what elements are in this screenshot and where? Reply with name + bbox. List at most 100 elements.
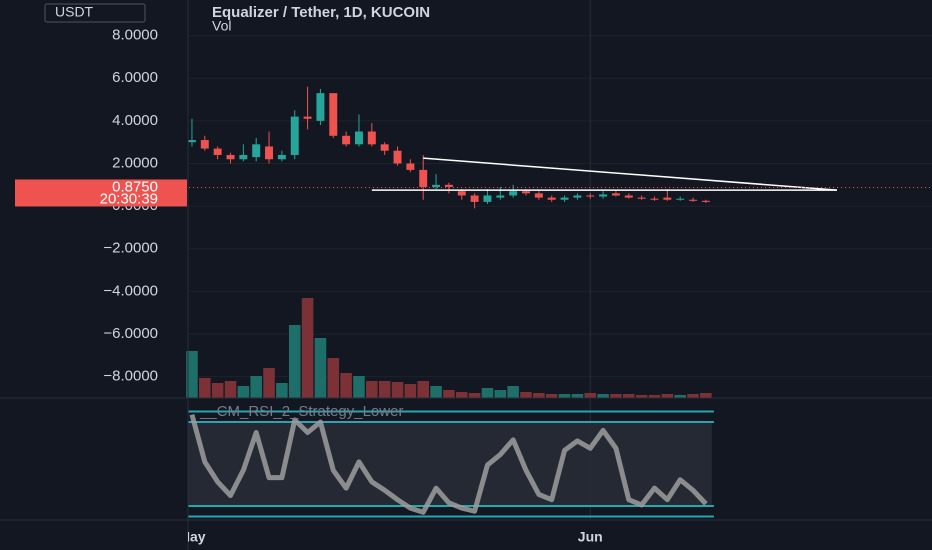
candle-body xyxy=(522,191,530,194)
candle-body xyxy=(509,191,518,196)
candle-body xyxy=(239,154,248,160)
volume-bar xyxy=(661,394,674,398)
candle-body xyxy=(406,163,415,170)
y-tick-label: 6.0000 xyxy=(112,69,158,86)
candle-body xyxy=(200,140,209,149)
candle-body xyxy=(329,93,338,136)
candle-body xyxy=(470,195,479,202)
candle-body xyxy=(534,193,543,198)
volume-bar xyxy=(597,394,609,398)
volume-bar xyxy=(250,376,262,398)
volume-bar xyxy=(545,394,558,398)
candle-body xyxy=(265,146,274,160)
marks xyxy=(186,86,714,518)
volume-bar xyxy=(417,381,430,398)
volume-bar xyxy=(520,392,532,398)
candle-body xyxy=(676,198,685,200)
volume-bar xyxy=(455,392,468,398)
volume-bar xyxy=(378,381,391,398)
volume-bar xyxy=(263,368,275,398)
volume-bar xyxy=(404,384,417,398)
candle-body xyxy=(226,154,235,160)
volume-bar xyxy=(391,382,404,398)
candle-body xyxy=(586,195,595,197)
volume-bar xyxy=(276,383,288,398)
candle-body xyxy=(663,197,672,200)
volume-bar xyxy=(288,325,301,398)
y-tick-label: −8.0000 xyxy=(103,368,158,385)
volume-bar xyxy=(610,394,622,398)
y-tick-label: 4.0000 xyxy=(112,112,158,129)
candle-body xyxy=(496,195,505,198)
candle-body xyxy=(277,154,286,160)
candle-body xyxy=(342,135,351,145)
y-tick-label: 2.0000 xyxy=(112,154,158,171)
volume-bar xyxy=(481,388,494,398)
volume-bar xyxy=(468,393,481,398)
y-tick-label: 8.0000 xyxy=(112,27,158,44)
volume-bar xyxy=(623,394,635,398)
last-price-box xyxy=(15,179,187,207)
volume-bar xyxy=(224,381,237,398)
volume-bar xyxy=(571,394,584,398)
candle-body xyxy=(367,131,376,145)
volume-bar xyxy=(430,386,442,398)
volume-bar xyxy=(314,338,327,398)
y-tick-label: −2.0000 xyxy=(103,240,158,257)
candle-body xyxy=(483,195,492,202)
candle-body xyxy=(650,198,659,200)
candle-body xyxy=(637,197,646,199)
candle-body xyxy=(252,144,261,158)
candle-body xyxy=(624,195,633,198)
volume-bar xyxy=(584,393,597,398)
rsi-line xyxy=(189,413,708,515)
candle-body xyxy=(611,193,620,196)
volume-bar xyxy=(327,358,340,398)
last-price-label: 0.8750 xyxy=(112,178,158,195)
volume-bar xyxy=(635,395,648,398)
volume-bar xyxy=(340,373,352,398)
currency-box[interactable] xyxy=(44,3,146,23)
volume-bar xyxy=(199,378,211,398)
currency[interactable]: USDT xyxy=(55,4,94,20)
candle-body xyxy=(316,93,325,121)
volume-bar xyxy=(507,386,519,398)
candle-body xyxy=(444,184,453,187)
volume-bar xyxy=(674,395,686,398)
candle-body xyxy=(432,184,441,187)
candle-body xyxy=(303,116,312,119)
candle-body xyxy=(213,148,222,155)
candle-body xyxy=(547,197,556,200)
x-tick-label: Jun xyxy=(578,529,603,545)
volume-bar xyxy=(186,351,198,398)
volume-label: Vol xyxy=(212,18,231,34)
candle-body xyxy=(560,197,569,200)
candle-body xyxy=(701,200,710,202)
volume-bar xyxy=(301,298,314,398)
volume-bar xyxy=(443,390,455,398)
candle-body xyxy=(393,150,402,164)
countdown: 20:30:39 xyxy=(100,190,158,207)
candle-body xyxy=(354,131,363,145)
volume-bar xyxy=(494,390,507,398)
candle-body xyxy=(419,169,428,187)
volume-bar xyxy=(648,395,661,398)
candle-body xyxy=(457,191,466,196)
volume-bar xyxy=(700,393,712,398)
volume-bar xyxy=(353,376,365,398)
volume-bar xyxy=(687,394,699,398)
y-tick-label: −6.0000 xyxy=(103,325,158,342)
y-tick-label: −4.0000 xyxy=(103,282,158,299)
volume-bar xyxy=(533,393,545,398)
candle-body xyxy=(380,144,389,151)
candle-body xyxy=(599,194,608,197)
chart-title: Equalizer / Tether, 1D, KUCOIN xyxy=(212,4,430,21)
rsi-title: __CM_RSI_2_Strategy_Lower xyxy=(199,403,403,420)
candle-body xyxy=(689,199,698,201)
x-tick-label: May xyxy=(178,529,205,545)
candle-body xyxy=(187,140,196,143)
trendline xyxy=(423,157,837,191)
candle-body xyxy=(290,116,299,155)
